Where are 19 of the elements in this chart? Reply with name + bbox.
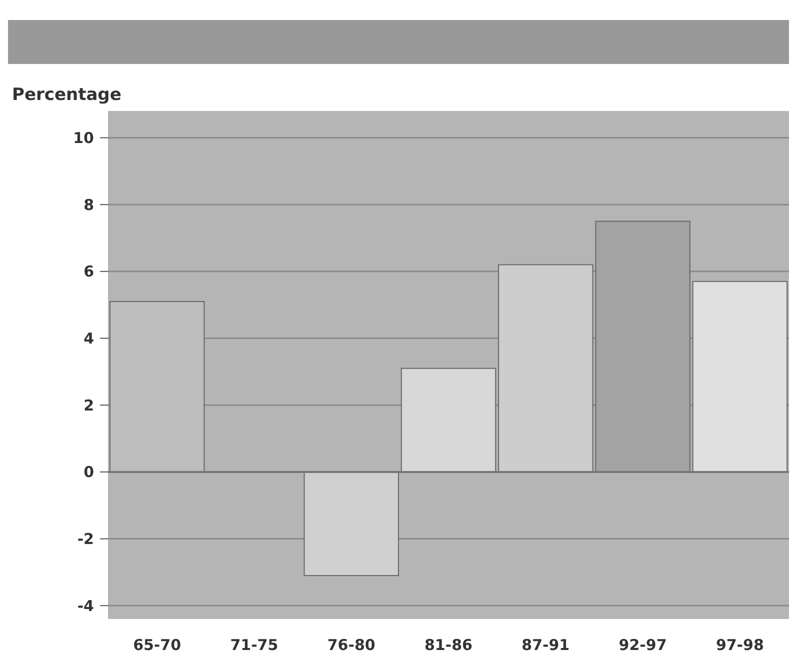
x-tick-label: 92-97	[618, 636, 667, 654]
x-tick-label: 81-86	[424, 636, 472, 654]
x-tick-label: 87-91	[522, 636, 570, 654]
bar	[692, 280, 788, 472]
y-tick-label: 4	[84, 330, 94, 348]
y-tick-label: 2	[84, 396, 94, 414]
bar	[400, 368, 496, 472]
x-tick-label: 97-98	[716, 636, 764, 654]
bar	[304, 471, 399, 576]
x-tick-label: 71-75	[230, 636, 278, 654]
y-tick-label: 10	[73, 128, 94, 147]
y-tick-label: 0	[84, 463, 94, 482]
y-tick-label: 8	[84, 196, 94, 214]
y-axis-title: Percentage	[12, 85, 122, 105]
y-tick-label: 6	[84, 262, 94, 281]
x-tick-label: 65-70	[133, 636, 182, 654]
y-tick-label: -2	[77, 530, 94, 548]
y-tick-label: -4	[77, 596, 94, 615]
x-tick-label: 76-80	[327, 636, 376, 654]
